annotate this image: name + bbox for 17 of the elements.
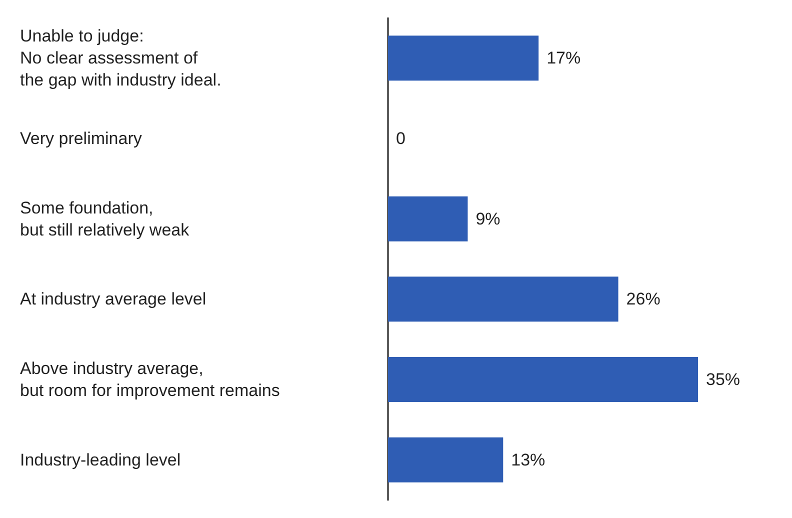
y-tick-label: Very preliminary — [20, 129, 142, 148]
y-tick-label: At industry average level — [20, 290, 206, 309]
bar — [388, 196, 468, 242]
data-label: 26% — [626, 290, 660, 309]
bar — [388, 437, 504, 482]
y-tick-label: Some foundation, but still relatively weak — [20, 198, 190, 240]
bar — [388, 357, 698, 402]
data-label: 13% — [511, 450, 546, 470]
data-label: 35% — [706, 370, 740, 389]
data-label: 0 — [396, 129, 406, 148]
data-label: 9% — [476, 209, 500, 228]
y-tick-label: Industry-leading level — [20, 450, 181, 470]
y-tick-label: Unable to judge: No clear assessment of the gap with industry ideal. — [20, 26, 222, 90]
bar — [388, 276, 618, 322]
bar — [388, 36, 539, 81]
data-label: 17% — [546, 48, 581, 68]
y-tick-label: Above industry average, but room for improvement remains — [20, 359, 280, 400]
